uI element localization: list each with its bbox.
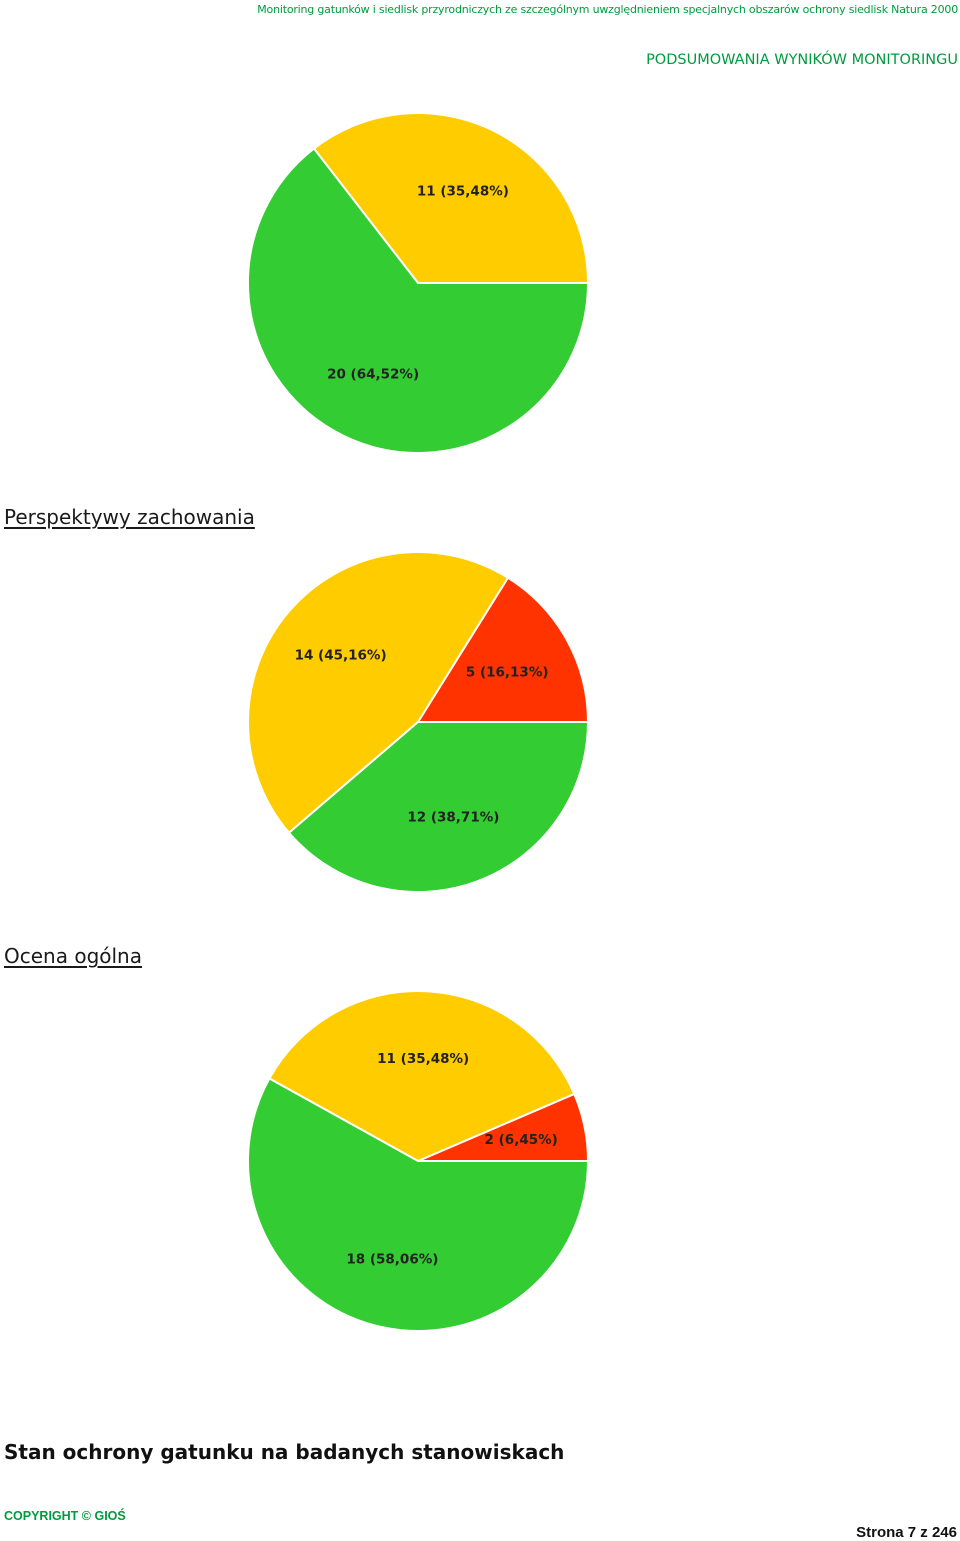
- document-header-title: Monitoring gatunków i siedlisk przyrodni…: [257, 3, 958, 16]
- copyright-notice: COPYRIGHT © GIOŚ: [4, 1509, 126, 1523]
- section-title-ocena: Ocena ogólna: [4, 944, 142, 968]
- pie-slice-1: [247, 147, 590, 454]
- pie-slice-label-0: 2 (6,45%): [485, 1132, 558, 1148]
- pie-slice-0: [416, 576, 590, 723]
- pie-slice-2: [247, 1077, 590, 1332]
- pie-slice-label-0: 11 (35,48%): [417, 183, 509, 199]
- page-number: Strona 7 z 246: [856, 1524, 957, 1541]
- section-title-perspektywy: Perspektywy zachowania: [4, 505, 255, 529]
- pie-slice-label-0: 5 (16,13%): [466, 665, 549, 681]
- pie-chart-1: 11 (35,48%) 20 (64,52%): [247, 112, 590, 454]
- pie-slice-1: [247, 551, 510, 835]
- pie-slice-label-2: 12 (38,71%): [407, 810, 499, 826]
- pie-chart-perspektywy: 5 (16,13%) 14 (45,16%) 12 (38,71%): [247, 551, 590, 893]
- pie-slice-label-1: 11 (35,48%): [377, 1051, 469, 1067]
- pie-slice-label-1: 14 (45,16%): [295, 648, 387, 664]
- pie-slice-label-2: 18 (58,06%): [346, 1252, 438, 1268]
- pie-slice-label-1: 20 (64,52%): [327, 367, 419, 383]
- pie-slice-2: [287, 721, 590, 893]
- document-header-subtitle: PODSUMOWANIA WYNIKÓW MONITORINGU: [646, 52, 958, 68]
- pie-chart-ocena: 2 (6,45%) 11 (35,48%) 18 (58,06%): [247, 990, 590, 1332]
- pie-slice-0: [312, 112, 590, 284]
- section-heading-stan-ochrony: Stan ochrony gatunku na badanych stanowi…: [4, 1440, 565, 1464]
- pie-slice-1: [267, 990, 576, 1163]
